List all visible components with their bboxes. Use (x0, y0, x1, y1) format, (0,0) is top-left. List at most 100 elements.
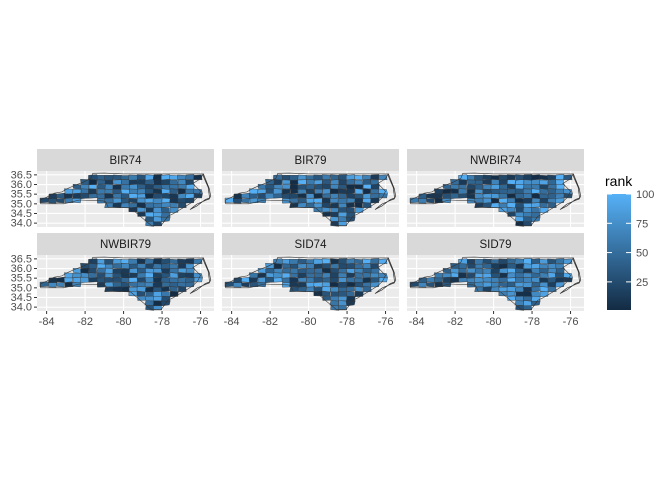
county-polygon (297, 263, 307, 269)
county-polygon (482, 258, 493, 265)
county-polygon (281, 174, 290, 181)
county-polygon (169, 193, 179, 199)
county-polygon (515, 188, 524, 194)
county-polygon (329, 276, 339, 283)
county-polygon (433, 193, 444, 199)
x-tick-label: -82 (447, 316, 463, 328)
county-polygon (563, 272, 573, 279)
county-polygon (321, 277, 332, 283)
county-polygon (507, 188, 517, 195)
county-polygon (144, 192, 154, 199)
county-polygon (506, 179, 516, 185)
county-polygon (161, 268, 171, 274)
county-polygon (474, 258, 484, 265)
county-polygon (330, 258, 339, 265)
county-polygon (120, 175, 131, 181)
county-polygon (482, 174, 493, 181)
county-polygon (338, 277, 347, 283)
facet-strip (222, 233, 399, 255)
county-polygon (498, 202, 508, 209)
county-polygon (120, 281, 130, 288)
county-polygon (498, 174, 508, 181)
county-polygon (153, 216, 162, 223)
facet-strip (37, 149, 214, 171)
county-polygon (169, 179, 179, 185)
county-polygon (507, 295, 517, 301)
county-polygon (362, 193, 372, 199)
county-polygon (289, 179, 299, 185)
county-polygon (297, 286, 307, 292)
county-polygon (136, 263, 146, 269)
county-polygon (547, 277, 557, 283)
county-polygon (257, 268, 267, 274)
facet-strip-label: BIR74 (110, 155, 143, 167)
county-polygon (321, 258, 331, 264)
county-polygon (378, 258, 388, 264)
county-polygon (458, 188, 467, 195)
county-polygon (506, 277, 517, 283)
county-polygon (530, 174, 541, 181)
county-polygon (362, 174, 372, 180)
county-polygon (547, 183, 557, 190)
facet-strip (222, 149, 399, 171)
county-polygon (185, 174, 195, 180)
county-polygon (128, 258, 138, 265)
county-polygon (321, 267, 331, 274)
county-polygon (136, 197, 146, 204)
county-polygon (362, 272, 371, 279)
county-polygon (555, 193, 565, 199)
county-polygon (354, 207, 364, 213)
county-polygon (555, 258, 565, 264)
county-polygon (442, 272, 452, 278)
county-polygon (450, 268, 460, 274)
county-polygon (490, 281, 500, 288)
county-polygon (289, 174, 299, 181)
county-polygon (466, 174, 475, 181)
county-polygon (112, 184, 122, 190)
county-polygon (72, 184, 82, 190)
county-polygon (305, 188, 315, 195)
county-polygon (539, 174, 549, 181)
county-polygon (305, 202, 315, 209)
county-polygon (523, 277, 532, 283)
county-polygon (547, 188, 556, 195)
county-polygon (281, 277, 291, 284)
y-tick-label: 36.0 (11, 179, 32, 191)
county-polygon (482, 202, 492, 208)
county-polygon (506, 207, 516, 213)
county-polygon (137, 295, 147, 301)
county-polygon (306, 263, 316, 270)
facet-strip-label: BIR79 (295, 155, 327, 167)
county-polygon (241, 276, 251, 283)
county-polygon (128, 198, 138, 204)
county-polygon (128, 276, 138, 283)
county-polygon (56, 276, 66, 283)
county-polygon (346, 184, 356, 190)
county-polygon (515, 286, 525, 293)
county-polygon (112, 263, 122, 269)
county-polygon (522, 281, 533, 288)
county-polygon (354, 281, 364, 288)
county-polygon (169, 268, 179, 274)
county-polygon (547, 179, 557, 185)
county-polygon (515, 202, 525, 209)
county-polygon (490, 197, 500, 204)
county-polygon (120, 202, 131, 209)
county-polygon (539, 277, 549, 283)
county-polygon (104, 179, 114, 185)
county-polygons (409, 174, 573, 227)
county-polygon (305, 272, 315, 279)
county-polygon (345, 258, 356, 265)
county-polygon (185, 263, 194, 270)
county-polygon (337, 174, 348, 181)
county-polygon (136, 174, 146, 180)
county-polygon (313, 192, 323, 199)
county-polygon (161, 211, 171, 218)
county-polygon (136, 202, 146, 209)
county-polygon (482, 263, 492, 269)
county-polygon (313, 267, 323, 274)
county-polygon (169, 207, 179, 213)
county-polygon (555, 267, 565, 274)
county-polygon (514, 276, 524, 283)
